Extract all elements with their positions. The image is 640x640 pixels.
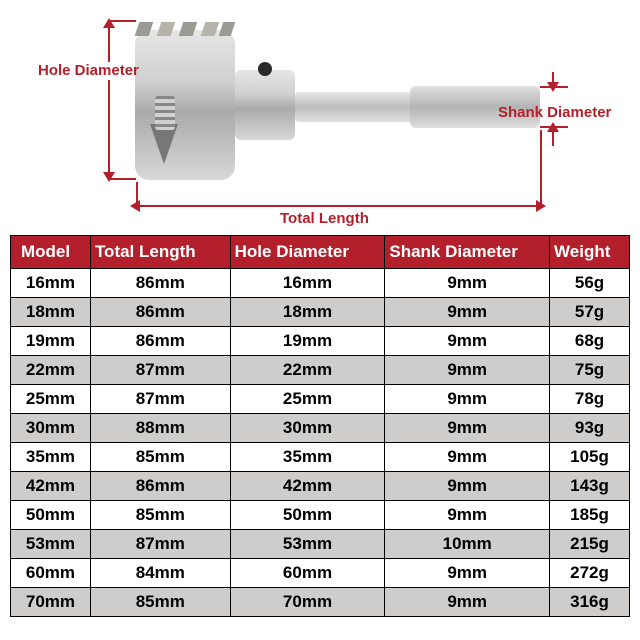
- table-cell: 18mm: [11, 298, 91, 327]
- table-cell: 16mm: [230, 269, 385, 298]
- table-cell: 30mm: [11, 414, 91, 443]
- table-row: 30mm88mm30mm9mm93g: [11, 414, 630, 443]
- table-cell: 84mm: [90, 559, 230, 588]
- table-row: 50mm85mm50mm9mm185g: [11, 501, 630, 530]
- table-cell: 35mm: [230, 443, 385, 472]
- table-cell: 85mm: [90, 443, 230, 472]
- table-row: 35mm85mm35mm9mm105g: [11, 443, 630, 472]
- table-cell: 78g: [550, 385, 630, 414]
- table-row: 22mm87mm22mm9mm75g: [11, 356, 630, 385]
- table-cell: 9mm: [385, 385, 550, 414]
- shank-tick-top: [540, 86, 568, 88]
- table-cell: 215g: [550, 530, 630, 559]
- total-length-tick-left: [136, 182, 138, 208]
- table-row: 53mm87mm53mm10mm215g: [11, 530, 630, 559]
- table-cell: 87mm: [90, 385, 230, 414]
- table-cell: 53mm: [230, 530, 385, 559]
- table-cell: 85mm: [90, 501, 230, 530]
- table-cell: 35mm: [11, 443, 91, 472]
- table-row: 18mm86mm18mm9mm57g: [11, 298, 630, 327]
- product-diagram: Hole Diameter Shank Diameter Total Lengt…: [0, 0, 640, 235]
- table-cell: 9mm: [385, 414, 550, 443]
- table-cell: 9mm: [385, 501, 550, 530]
- hole-diameter-label: Hole Diameter: [38, 62, 139, 79]
- table-row: 25mm87mm25mm9mm78g: [11, 385, 630, 414]
- shank-diameter-label: Shank Diameter: [498, 104, 611, 121]
- col-shank-diameter: Shank Diameter: [385, 236, 550, 269]
- table-row: 60mm84mm60mm9mm272g: [11, 559, 630, 588]
- table-cell: 57g: [550, 298, 630, 327]
- table-cell: 68g: [550, 327, 630, 356]
- table-cell: 9mm: [385, 559, 550, 588]
- table-cell: 25mm: [230, 385, 385, 414]
- col-total-length: Total Length: [90, 236, 230, 269]
- hole-dia-arrow-down: [103, 172, 115, 182]
- table-cell: 93g: [550, 414, 630, 443]
- saw-teeth: [135, 22, 235, 38]
- pilot-drill-tip: [150, 124, 178, 164]
- table-cell: 22mm: [11, 356, 91, 385]
- table-cell: 316g: [550, 588, 630, 617]
- table-row: 19mm86mm19mm9mm68g: [11, 327, 630, 356]
- table-cell: 86mm: [90, 269, 230, 298]
- table-cell: 50mm: [230, 501, 385, 530]
- total-length-line: [138, 205, 538, 207]
- hole-dia-arrow-up: [103, 18, 115, 28]
- col-model: Model: [11, 236, 91, 269]
- table-cell: 16mm: [11, 269, 91, 298]
- table-cell: 9mm: [385, 269, 550, 298]
- table-cell: 70mm: [11, 588, 91, 617]
- table-cell: 30mm: [230, 414, 385, 443]
- table-cell: 18mm: [230, 298, 385, 327]
- table-cell: 88mm: [90, 414, 230, 443]
- col-weight: Weight: [550, 236, 630, 269]
- table-cell: 86mm: [90, 327, 230, 356]
- table-row: 16mm86mm16mm9mm56g: [11, 269, 630, 298]
- shank-tick-bot: [540, 126, 568, 128]
- table-cell: 53mm: [11, 530, 91, 559]
- table-cell: 86mm: [90, 298, 230, 327]
- table-body: 16mm86mm16mm9mm56g18mm86mm18mm9mm57g19mm…: [11, 269, 630, 617]
- pilot-spring: [155, 96, 175, 130]
- table-cell: 9mm: [385, 327, 550, 356]
- table-cell: 19mm: [11, 327, 91, 356]
- table-header: Model Total Length Hole Diameter Shank D…: [11, 236, 630, 269]
- table-cell: 70mm: [230, 588, 385, 617]
- table-cell: 75g: [550, 356, 630, 385]
- table-cell: 60mm: [11, 559, 91, 588]
- table-cell: 9mm: [385, 472, 550, 501]
- table-cell: 272g: [550, 559, 630, 588]
- table-cell: 42mm: [230, 472, 385, 501]
- table-cell: 56g: [550, 269, 630, 298]
- table-cell: 185g: [550, 501, 630, 530]
- table-cell: 60mm: [230, 559, 385, 588]
- arbor-block: [235, 70, 295, 140]
- table-row: 70mm85mm70mm9mm316g: [11, 588, 630, 617]
- table-cell: 19mm: [230, 327, 385, 356]
- set-screw: [258, 62, 272, 76]
- table-cell: 85mm: [90, 588, 230, 617]
- table-cell: 143g: [550, 472, 630, 501]
- table-cell: 87mm: [90, 530, 230, 559]
- table-cell: 9mm: [385, 443, 550, 472]
- table-cell: 9mm: [385, 298, 550, 327]
- table-cell: 50mm: [11, 501, 91, 530]
- total-length-label: Total Length: [280, 210, 369, 227]
- table-cell: 86mm: [90, 472, 230, 501]
- total-length-tick-right: [540, 130, 542, 208]
- table-cell: 25mm: [11, 385, 91, 414]
- col-hole-diameter: Hole Diameter: [230, 236, 385, 269]
- table-cell: 42mm: [11, 472, 91, 501]
- table-cell: 105g: [550, 443, 630, 472]
- table-cell: 10mm: [385, 530, 550, 559]
- spec-table: Model Total Length Hole Diameter Shank D…: [10, 235, 630, 617]
- table-cell: 22mm: [230, 356, 385, 385]
- table-cell: 87mm: [90, 356, 230, 385]
- table-row: 42mm86mm42mm9mm143g: [11, 472, 630, 501]
- hole-dia-line-bot: [108, 80, 110, 180]
- table-cell: 9mm: [385, 588, 550, 617]
- total-length-arrow-left: [130, 200, 140, 212]
- table-cell: 9mm: [385, 356, 550, 385]
- page: Hole Diameter Shank Diameter Total Lengt…: [0, 0, 640, 640]
